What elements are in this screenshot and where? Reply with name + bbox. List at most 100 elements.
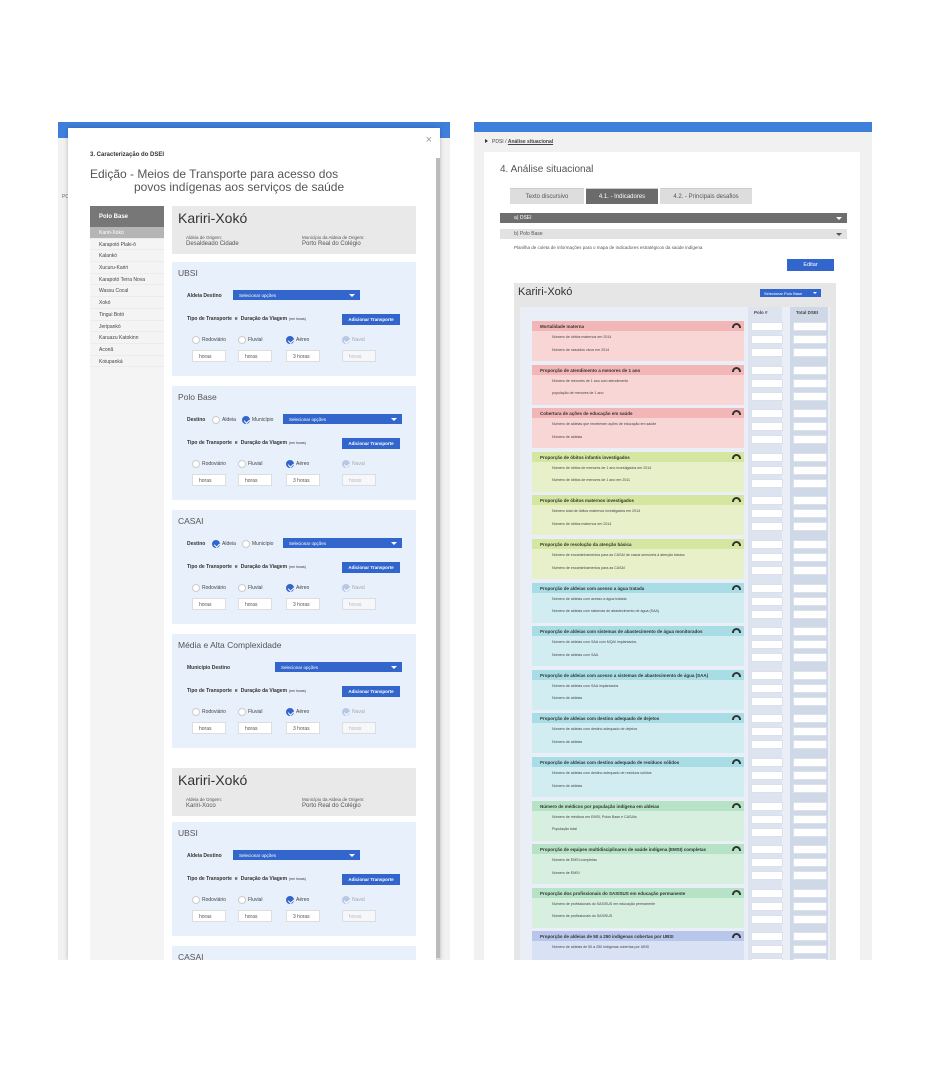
polo-value-input[interactable]	[751, 640, 783, 650]
sidebar-item[interactable]: Wassu Cocal	[90, 285, 164, 298]
polo-value-input[interactable]	[751, 827, 783, 837]
polo-value-input[interactable]	[751, 784, 783, 793]
destination-select[interactable]: Selecionar opções	[233, 290, 360, 300]
destination-select[interactable]: Selecionar opções	[283, 414, 402, 424]
polo-value-input[interactable]	[751, 365, 783, 375]
total-value-input[interactable]	[793, 914, 827, 924]
polo-value-input[interactable]	[751, 683, 783, 693]
polo-value-input[interactable]	[751, 871, 783, 881]
polo-value-input[interactable]	[751, 435, 783, 445]
hours-input-aereo[interactable]: 3 horas	[286, 598, 320, 610]
radio-fluvial[interactable]	[238, 460, 246, 468]
polo-value-input[interactable]	[751, 758, 783, 767]
hours-input-aereo[interactable]: 3 horas	[286, 910, 320, 922]
polo-value-input[interactable]	[751, 814, 783, 824]
polo-value-input[interactable]	[751, 478, 783, 488]
polo-value-input[interactable]	[751, 409, 783, 419]
radio-municipio[interactable]	[242, 416, 250, 424]
polo-value-input[interactable]	[751, 496, 783, 506]
hours-input-rodoviario[interactable]: horas	[192, 474, 226, 486]
polo-value-input[interactable]	[751, 422, 783, 432]
radio-rodoviario[interactable]	[192, 896, 200, 904]
total-value-input[interactable]	[793, 422, 827, 432]
total-value-input[interactable]	[793, 727, 827, 737]
radio-aereo[interactable]	[286, 584, 294, 592]
polo-value-input[interactable]	[751, 714, 783, 724]
edit-button[interactable]: Editar	[787, 259, 834, 271]
total-value-input[interactable]	[793, 596, 827, 606]
total-value-input[interactable]	[793, 653, 827, 663]
add-transport-button[interactable]: Adicionar Transporte	[342, 874, 400, 885]
hours-input-rodoviario[interactable]: horas	[192, 910, 226, 922]
radio-aldeia[interactable]	[212, 540, 220, 548]
total-value-input[interactable]	[793, 814, 827, 824]
hours-input-aereo[interactable]: 3 horas	[286, 350, 320, 362]
sidebar-item[interactable]: Kariri-Xokó	[90, 227, 164, 239]
polo-value-input[interactable]	[751, 958, 783, 960]
polo-value-input[interactable]	[751, 727, 783, 737]
total-value-input[interactable]	[793, 365, 827, 375]
total-value-input[interactable]	[793, 871, 827, 881]
total-value-input[interactable]	[793, 627, 827, 637]
sidebar-item[interactable]: Xucuru-Kariri	[90, 262, 164, 274]
hours-input-rodoviario[interactable]: horas	[192, 350, 226, 362]
polo-value-input[interactable]	[751, 583, 783, 593]
polo-value-input[interactable]	[751, 670, 783, 680]
total-value-input[interactable]	[793, 478, 827, 488]
total-value-input[interactable]	[793, 553, 827, 562]
radio-rodoviario[interactable]	[192, 460, 200, 468]
polo-value-input[interactable]	[751, 740, 783, 750]
radio-rodoviario[interactable]	[192, 336, 200, 344]
sidebar-item[interactable]: Koiupanká	[90, 356, 164, 368]
add-transport-button[interactable]: Adicionar Transporte	[342, 438, 400, 449]
radio-aereo[interactable]	[286, 896, 294, 904]
polo-value-input[interactable]	[751, 553, 783, 562]
total-value-input[interactable]	[793, 522, 827, 532]
polo-value-input[interactable]	[751, 391, 783, 401]
polo-value-input[interactable]	[751, 858, 783, 868]
total-value-input[interactable]	[793, 378, 827, 388]
sidebar-item[interactable]: Karapotó Plaki-ô	[90, 239, 164, 251]
total-value-input[interactable]	[793, 496, 827, 506]
total-value-input[interactable]	[793, 335, 827, 344]
total-value-input[interactable]	[793, 465, 827, 475]
radio-fluvial[interactable]	[238, 896, 246, 904]
total-value-input[interactable]	[793, 509, 827, 519]
polo-value-input[interactable]	[751, 945, 783, 955]
tab-texto-discursivo[interactable]: Texto discursivo	[510, 188, 584, 204]
total-value-input[interactable]	[793, 784, 827, 793]
sidebar-item[interactable]: Aconã	[90, 344, 164, 356]
total-value-input[interactable]	[793, 348, 827, 357]
hours-input-fluvial[interactable]: horas	[238, 722, 272, 734]
modal-scrollbar[interactable]	[436, 158, 440, 960]
polo-value-input[interactable]	[751, 335, 783, 344]
radio-aereo[interactable]	[286, 460, 294, 468]
polo-value-input[interactable]	[751, 932, 783, 942]
total-value-input[interactable]	[793, 845, 827, 855]
polo-value-input[interactable]	[751, 566, 783, 575]
total-value-input[interactable]	[793, 609, 827, 619]
total-value-input[interactable]	[793, 932, 827, 942]
polo-value-input[interactable]	[751, 801, 783, 811]
polo-value-input[interactable]	[751, 378, 783, 388]
total-value-input[interactable]	[793, 683, 827, 693]
accordion-polo-base[interactable]: b) Polo Base	[500, 229, 847, 239]
breadcrumb-current[interactable]: Análise situacional	[507, 139, 554, 145]
polo-value-input[interactable]	[751, 596, 783, 606]
total-value-input[interactable]	[793, 452, 827, 462]
total-value-input[interactable]	[793, 901, 827, 911]
total-value-input[interactable]	[793, 583, 827, 593]
radio-rodoviario[interactable]	[192, 584, 200, 592]
radio-fluvial[interactable]	[238, 708, 246, 716]
hours-input-fluvial[interactable]: horas	[238, 598, 272, 610]
hours-input-fluvial[interactable]: horas	[238, 350, 272, 362]
polo-value-input[interactable]	[751, 914, 783, 924]
polo-value-input[interactable]	[751, 348, 783, 357]
polo-value-input[interactable]	[751, 322, 783, 331]
close-icon[interactable]: ×	[425, 134, 432, 146]
sidebar-item[interactable]: Tingui Botó	[90, 309, 164, 321]
polo-value-input[interactable]	[751, 522, 783, 532]
tab-principais-desafios[interactable]: 4.2. - Principais desafios	[660, 188, 752, 204]
total-value-input[interactable]	[793, 670, 827, 680]
radio-aldeia[interactable]	[212, 416, 220, 424]
